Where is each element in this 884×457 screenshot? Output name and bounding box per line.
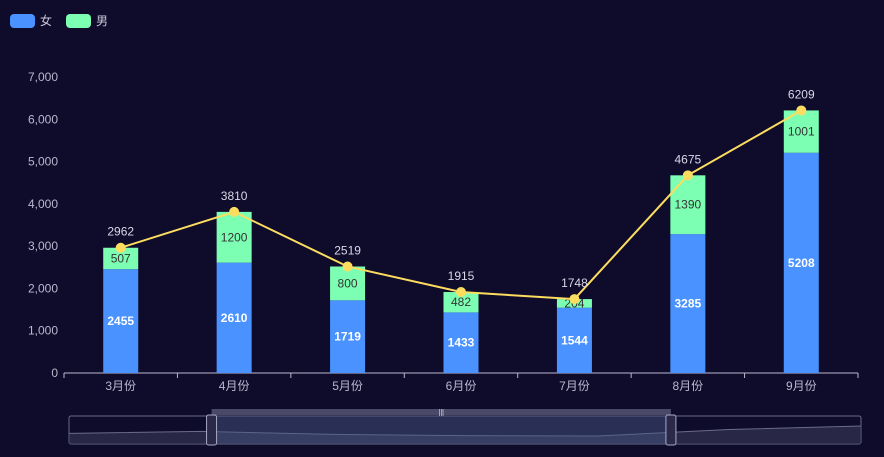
x-tick-label: 7月份	[559, 379, 590, 393]
zoom-handle-end[interactable]	[665, 414, 677, 446]
data-label-male: 1001	[788, 125, 815, 139]
total-label: 6209	[788, 87, 815, 101]
total-label: 4675	[675, 152, 702, 166]
bar-female[interactable]	[783, 152, 819, 373]
y-tick-label: 4,000	[28, 197, 58, 211]
y-tick-label: 6,000	[28, 112, 58, 126]
total-point[interactable]	[456, 287, 466, 298]
y-tick-label: 1,000	[28, 324, 58, 338]
total-label: 2519	[334, 243, 361, 257]
total-point[interactable]	[342, 261, 353, 272]
x-tick-label: 3月份	[105, 379, 136, 393]
bar-female[interactable]	[330, 300, 366, 373]
zoom-preview-area	[69, 426, 861, 444]
total-point[interactable]	[682, 170, 693, 181]
legend-swatch-female	[10, 13, 35, 28]
total-point[interactable]	[115, 242, 126, 253]
data-label-female: 3285	[675, 297, 702, 311]
zoom-preview-line	[68, 425, 862, 437]
bar-male[interactable]	[103, 247, 139, 270]
y-tick-label: 0	[51, 366, 58, 380]
legend-label-male: 男	[96, 14, 109, 28]
data-label-female: 1719	[334, 330, 361, 344]
total-point[interactable]	[569, 294, 580, 305]
total-label: 2962	[107, 225, 134, 239]
data-label-male: 482	[451, 295, 471, 309]
zoom-grip-icon[interactable]: |||	[439, 410, 445, 417]
y-tick-label: 3,000	[28, 239, 58, 253]
legend-swatch-male	[66, 13, 92, 28]
total-point[interactable]	[796, 105, 807, 116]
y-tick-label: 7,000	[28, 70, 58, 84]
data-label-male: 507	[111, 251, 131, 265]
total-label: 1748	[561, 276, 588, 290]
legend-item-female[interactable]: 女	[10, 12, 52, 29]
bar-male[interactable]	[443, 292, 479, 313]
bar-male[interactable]	[330, 266, 366, 301]
bar-female[interactable]	[443, 312, 479, 373]
legend-label-female: 女	[40, 14, 53, 28]
data-label-female: 5208	[788, 256, 815, 270]
bar-female[interactable]	[556, 307, 592, 373]
x-tick-label: 9月份	[786, 379, 817, 393]
zoom-selection[interactable]	[211, 416, 671, 444]
data-label-male: 1390	[675, 198, 702, 212]
data-label-female: 2610	[221, 311, 248, 325]
x-tick-label: 5月份	[332, 379, 363, 393]
zoom-handle-start[interactable]	[206, 414, 218, 446]
legend: 女 男	[10, 12, 108, 29]
x-tick-label: 8月份	[673, 379, 704, 393]
bar-female[interactable]	[216, 262, 252, 373]
bar-male[interactable]	[670, 175, 706, 235]
bar-female[interactable]	[670, 234, 706, 373]
x-tick-label: 6月份	[446, 379, 477, 393]
total-label: 1915	[448, 269, 475, 283]
data-label-female: 1544	[561, 333, 588, 347]
bar-male[interactable]	[216, 211, 252, 263]
x-tick-label: 4月份	[219, 379, 250, 393]
total-label: 3810	[221, 189, 248, 203]
total-point[interactable]	[229, 206, 240, 217]
bar-female[interactable]	[103, 269, 139, 373]
zoom-move-bar[interactable]	[211, 409, 671, 415]
data-label-female: 2455	[107, 314, 134, 328]
y-tick-label: 5,000	[28, 155, 58, 169]
data-label-male: 800	[338, 276, 358, 290]
y-tick-label: 2,000	[28, 281, 58, 295]
data-label-male: 1200	[221, 230, 248, 244]
data-label-female: 1433	[448, 336, 475, 350]
legend-item-male[interactable]: 男	[66, 12, 108, 29]
